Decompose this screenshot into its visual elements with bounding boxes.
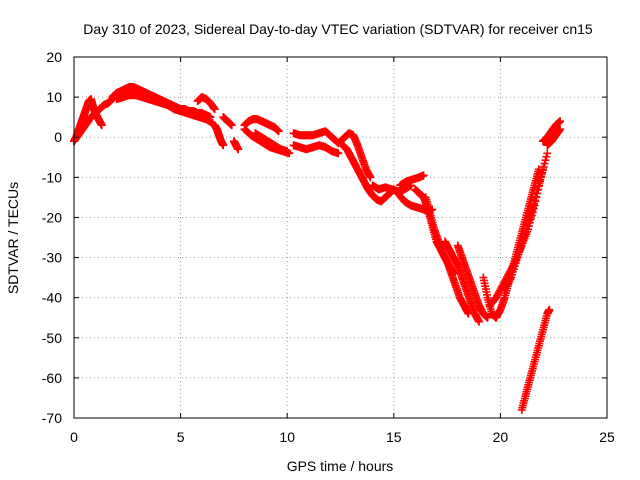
series-arc-12 xyxy=(289,127,343,148)
x-tick-label: 15 xyxy=(386,429,402,445)
data-point xyxy=(97,121,106,130)
plot-frame xyxy=(73,56,608,419)
series-arc-16 xyxy=(368,181,415,196)
data-point xyxy=(545,305,554,314)
data-point xyxy=(227,121,236,130)
series-arc-11 xyxy=(251,129,292,156)
data-point xyxy=(334,149,343,158)
data-point xyxy=(210,105,219,114)
series-arc-4 xyxy=(112,91,217,128)
y-tick-label: -30 xyxy=(42,250,62,266)
data-point xyxy=(274,127,283,136)
series-arc-5 xyxy=(193,93,219,114)
data-point xyxy=(234,145,243,154)
series-arc-7 xyxy=(219,113,236,130)
data-point xyxy=(219,141,228,150)
series-arc-20 xyxy=(421,193,473,318)
series-arc-28 xyxy=(517,305,554,414)
x-tick-label: 25 xyxy=(599,429,615,445)
data-point xyxy=(506,275,515,284)
y-tick-label: 0 xyxy=(54,129,62,145)
x-tick-label: 10 xyxy=(279,429,295,445)
series-arc-23 xyxy=(479,165,543,322)
series-arc-6 xyxy=(210,121,228,150)
series-arc-8 xyxy=(229,137,243,154)
series-arc-25 xyxy=(500,165,548,294)
x-tick-label: 20 xyxy=(493,429,509,445)
data-point xyxy=(543,149,552,158)
x-tick-label: 0 xyxy=(70,429,78,445)
data-point xyxy=(539,165,548,174)
series-arc-26 xyxy=(539,117,565,146)
data-point xyxy=(556,117,565,126)
series-arc-18 xyxy=(396,171,428,190)
y-tick-label: 10 xyxy=(46,89,62,105)
series-arc-2 xyxy=(70,95,117,146)
y-tick-label: -20 xyxy=(42,209,62,225)
y-tick-label: -10 xyxy=(42,169,62,185)
y-axis-ticks: 20 10 0 -10 -20 -30 -40 -50 -60 -70 xyxy=(42,49,607,426)
series-arc-13 xyxy=(289,141,343,158)
x-tick-label: 5 xyxy=(177,429,185,445)
data-point xyxy=(483,313,492,322)
series-arc-27 xyxy=(543,125,565,150)
series-arc-21 xyxy=(440,237,484,326)
y-tick-label: -40 xyxy=(42,290,62,306)
data-markers xyxy=(70,83,565,414)
x-axis-ticks: 0 5 10 15 20 25 xyxy=(70,57,615,445)
series-arc-14 xyxy=(336,129,375,182)
series-arc-22 xyxy=(453,241,492,322)
data-point xyxy=(283,147,292,156)
y-tick-label: -70 xyxy=(42,410,62,426)
series-arc-9 xyxy=(240,115,283,136)
y-tick-label: -60 xyxy=(42,370,62,386)
data-point xyxy=(475,317,484,326)
data-point xyxy=(556,125,565,134)
y-tick-label: 20 xyxy=(46,49,62,65)
y-tick-label: -50 xyxy=(42,330,62,346)
y-axis-label: SDTVAR / TECUs xyxy=(5,182,21,294)
chart-title: Day 310 of 2023, Sidereal Day-to-day VTE… xyxy=(83,21,593,37)
data-point xyxy=(419,171,428,180)
x-axis-label: GPS time / hours xyxy=(287,458,394,474)
data-point xyxy=(366,173,375,182)
